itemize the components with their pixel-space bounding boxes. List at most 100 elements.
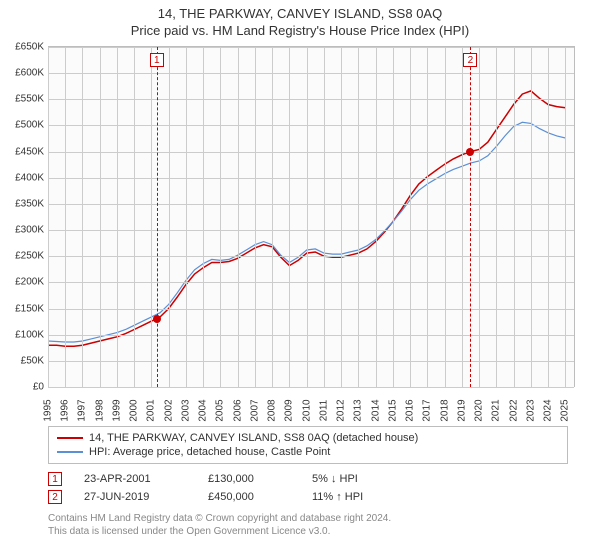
sale-row: 2 27-JUN-2019 £450,000 11% ↑ HPI	[48, 488, 568, 506]
gridline-h	[48, 204, 574, 205]
gridline-h	[48, 99, 574, 100]
gridline-v	[479, 47, 480, 387]
sale-marker-line	[470, 47, 471, 387]
x-axis-label: 1998	[94, 399, 105, 421]
y-axis-label: £450K	[15, 146, 44, 157]
y-axis-label: £500K	[15, 120, 44, 131]
sale-marker-box: 1	[150, 53, 164, 67]
y-axis-label: £150K	[15, 303, 44, 314]
sale-marker-line	[157, 47, 158, 387]
chart-lines	[48, 47, 574, 387]
sale-hpi: 5% ↓ HPI	[312, 473, 412, 485]
y-axis-label: £50K	[21, 355, 44, 366]
sale-marker-box: 2	[48, 490, 62, 504]
gridline-v	[531, 47, 532, 387]
gridline-h	[48, 361, 574, 362]
gridline-h	[48, 387, 574, 388]
gridline-v	[238, 47, 239, 387]
sale-date: 23-APR-2001	[66, 473, 204, 485]
legend-label: HPI: Average price, detached house, Cast…	[89, 446, 330, 458]
gridline-v	[548, 47, 549, 387]
x-axis-label: 2004	[198, 399, 209, 421]
gridline-h	[48, 282, 574, 283]
gridline-v	[220, 47, 221, 387]
sales-list: 1 23-APR-2001 £130,000 5% ↓ HPI 2 27-JUN-2019…	[48, 464, 568, 506]
y-axis-label: £600K	[15, 68, 44, 79]
x-axis-label: 2007	[249, 399, 260, 421]
sale-price: £130,000	[208, 473, 308, 485]
x-axis-label: 1995	[43, 399, 54, 421]
gridline-v	[324, 47, 325, 387]
y-axis-label: £650K	[15, 42, 44, 53]
gridline-h	[48, 125, 574, 126]
gridline-v	[186, 47, 187, 387]
x-axis-label: 2019	[456, 399, 467, 421]
x-axis-label: 2021	[491, 399, 502, 421]
gridline-v	[410, 47, 411, 387]
legend-row: HPI: Average price, detached house, Cast…	[57, 445, 559, 459]
x-axis-label: 2014	[370, 399, 381, 421]
gridline-v	[151, 47, 152, 387]
gridline-v	[307, 47, 308, 387]
x-axis-label: 2011	[318, 400, 329, 422]
x-axis-label: 2018	[439, 399, 450, 421]
y-axis-label: £400K	[15, 172, 44, 183]
sale-marker-box: 1	[48, 472, 62, 486]
footer-line-2: This data is licensed under the Open Gov…	[48, 525, 568, 538]
gridline-v	[289, 47, 290, 387]
sale-row: 1 23-APR-2001 £130,000 5% ↓ HPI	[48, 470, 568, 488]
x-axis-label: 2000	[129, 399, 140, 421]
x-axis-label: 1999	[111, 399, 122, 421]
x-axis-label: 2023	[525, 399, 536, 421]
gridline-v	[393, 47, 394, 387]
sale-hpi: 11% ↑ HPI	[312, 491, 412, 503]
x-axis-label: 2012	[336, 399, 347, 421]
sale-marker-dot	[153, 315, 161, 323]
x-axis-label: 2002	[163, 399, 174, 421]
x-axis-label: 2013	[353, 399, 364, 421]
gridline-v	[169, 47, 170, 387]
gridline-v	[48, 47, 49, 387]
gridline-v	[358, 47, 359, 387]
x-axis-label: 2025	[560, 399, 571, 421]
x-axis-label: 1996	[60, 399, 71, 421]
x-axis-label: 2017	[422, 399, 433, 421]
x-axis-label: 2022	[508, 399, 519, 421]
y-axis-label: £550K	[15, 94, 44, 105]
gridline-h	[48, 256, 574, 257]
chart-subtitle: Price paid vs. HM Land Registry's House …	[0, 21, 600, 42]
y-axis-label: £250K	[15, 251, 44, 262]
gridline-h	[48, 47, 574, 48]
x-axis-label: 2001	[146, 399, 157, 421]
x-axis-label: 1997	[77, 399, 88, 421]
gridline-v	[203, 47, 204, 387]
legend-and-footer: 14, THE PARKWAY, CANVEY ISLAND, SS8 0AQ …	[48, 426, 568, 538]
gridline-v	[427, 47, 428, 387]
sale-price: £450,000	[208, 491, 308, 503]
chart-title: 14, THE PARKWAY, CANVEY ISLAND, SS8 0AQ	[0, 0, 600, 21]
x-axis-label: 2024	[543, 399, 554, 421]
gridline-h	[48, 230, 574, 231]
y-axis-label: £300K	[15, 225, 44, 236]
legend-swatch	[57, 437, 83, 439]
x-axis-label: 2009	[284, 399, 295, 421]
gridline-h	[48, 178, 574, 179]
sale-date: 27-JUN-2019	[66, 491, 204, 503]
legend-label: 14, THE PARKWAY, CANVEY ISLAND, SS8 0AQ …	[89, 432, 418, 444]
x-axis-label: 2016	[405, 399, 416, 421]
y-axis-label: £350K	[15, 198, 44, 209]
x-axis-label: 2020	[474, 399, 485, 421]
gridline-v	[462, 47, 463, 387]
gridline-v	[272, 47, 273, 387]
gridline-v	[134, 47, 135, 387]
gridline-v	[100, 47, 101, 387]
gridline-v	[445, 47, 446, 387]
gridline-h	[48, 335, 574, 336]
y-axis-label: £0	[33, 382, 44, 393]
gridline-v	[117, 47, 118, 387]
x-axis-label: 2006	[232, 399, 243, 421]
gridline-v	[376, 47, 377, 387]
legend-row: 14, THE PARKWAY, CANVEY ISLAND, SS8 0AQ …	[57, 431, 559, 445]
y-axis-label: £100K	[15, 329, 44, 340]
gridline-h	[48, 152, 574, 153]
